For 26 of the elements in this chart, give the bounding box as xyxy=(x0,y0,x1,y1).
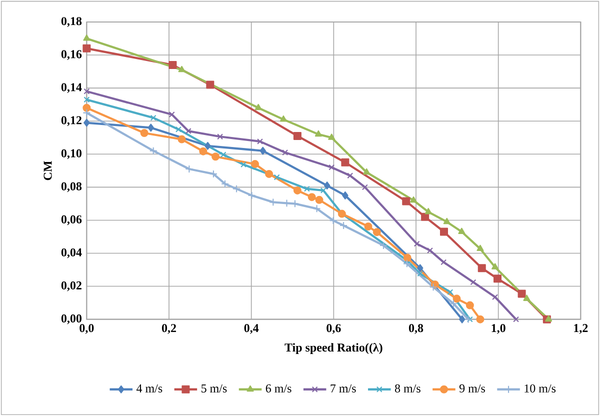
y-axis-title: CM xyxy=(44,161,52,180)
x-tick-label: 0,6 xyxy=(326,324,341,334)
x-axis-title: Tip speed Ratio((λ) xyxy=(284,343,382,354)
x-tick-label: 1,2 xyxy=(574,324,588,334)
y-tick-label: 0,04 xyxy=(61,248,82,258)
y-tick-label: 0,16 xyxy=(61,50,82,60)
y-tick-label: 0,00 xyxy=(61,314,82,324)
x-tick-label: 0,8 xyxy=(408,324,424,334)
y-tick-label: 0,10 xyxy=(61,149,82,160)
y-tick-label: 0,18 xyxy=(61,17,82,27)
legend-label: 9 m/s xyxy=(459,384,485,392)
legend-label: 5 m/s xyxy=(202,384,227,392)
x-tick-label: 0,2 xyxy=(162,324,176,334)
y-tick-label: 0,14 xyxy=(61,83,82,93)
legend-label: 7 m/s xyxy=(330,384,356,392)
legend-label: 4 m/s xyxy=(136,384,162,392)
y-tick-label: 0,06 xyxy=(61,215,82,226)
x-tick-label: 0,0 xyxy=(80,324,94,334)
legend-label: 8 m/s xyxy=(394,384,420,392)
y-tick-label: 0,12 xyxy=(61,116,82,126)
x-tick-label: 0,4 xyxy=(244,324,259,334)
x-tick-label: 1,0 xyxy=(492,324,506,334)
y-tick-label: 0,02 xyxy=(61,281,82,292)
y-tick-label: 0,08 xyxy=(61,182,82,192)
legend-label: 10 m/s xyxy=(524,384,556,392)
legend-label: 6 m/s xyxy=(266,384,292,392)
